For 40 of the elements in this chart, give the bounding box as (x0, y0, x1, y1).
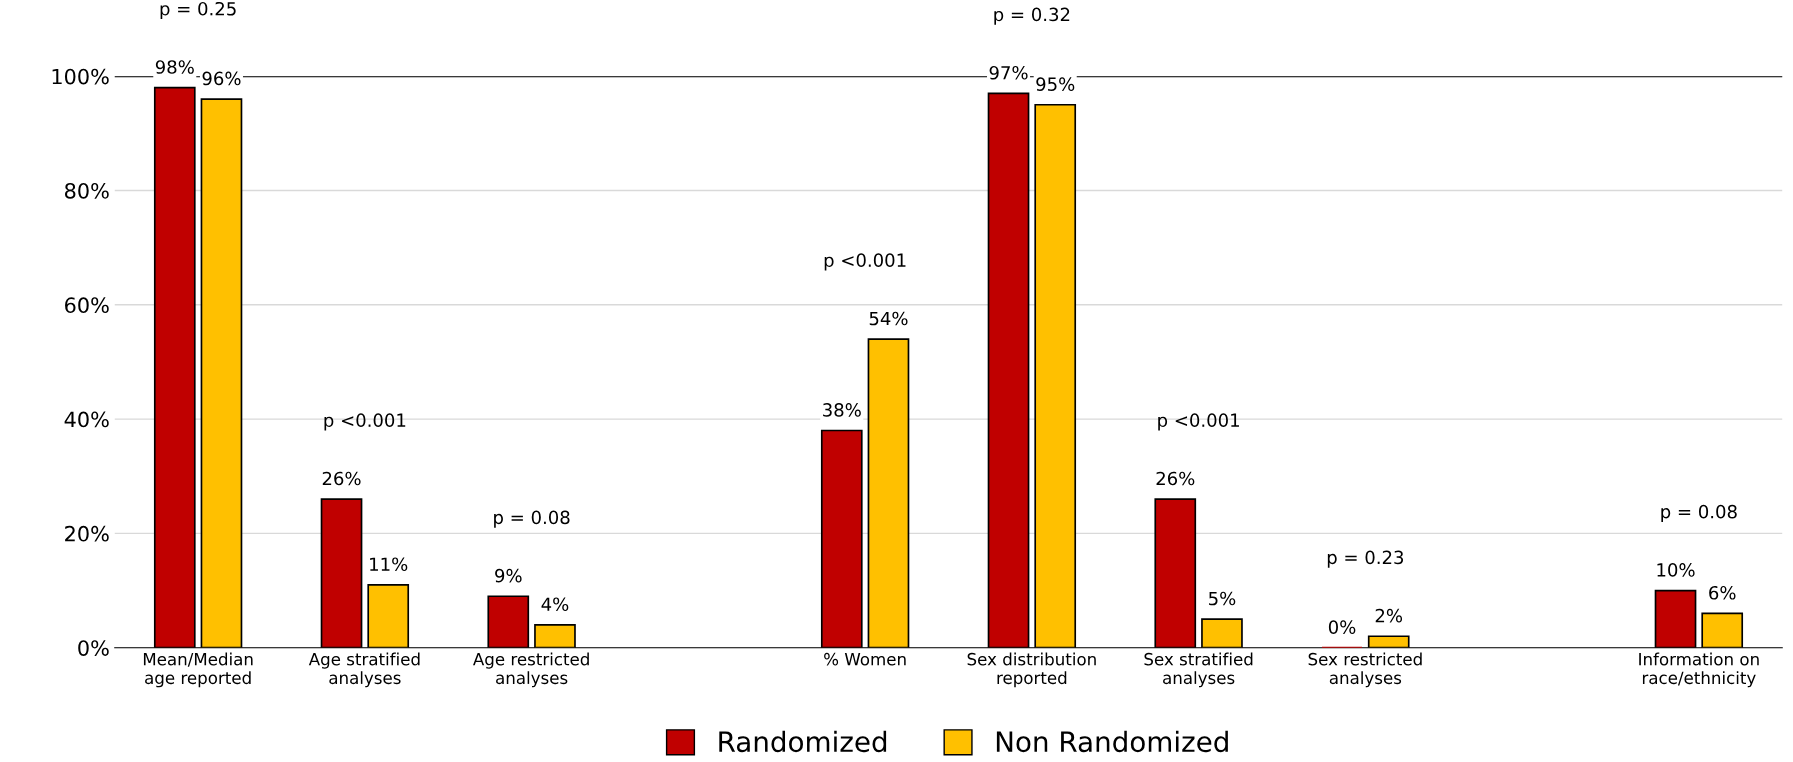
data-label: 10% (1657, 563, 1695, 577)
y-tick-label: 40% (64, 411, 109, 428)
annotation: p <0.001 (1158, 413, 1239, 431)
data-label: 98% (155, 60, 194, 74)
data-label: 96% (202, 71, 241, 86)
data-label: 9% (495, 568, 522, 583)
data-label: 26% (322, 471, 361, 486)
annotation: p = 0.08 (494, 510, 570, 528)
data-label: 95% (1036, 77, 1075, 91)
x-tick-label: Information on race/ethnicity (1639, 652, 1759, 688)
x-tick-label: Age restricted analyses (473, 652, 589, 688)
legend-label: Randomized (719, 730, 887, 753)
y-tick-label: 80% (65, 182, 109, 199)
data-label: 97% (989, 65, 1028, 80)
annotation: p <0.001 (824, 253, 906, 271)
y-tick-label: 100% (52, 68, 109, 85)
x-tick-label: Mean/Median age reported (143, 652, 253, 688)
text: p = 0.32 (994, 7, 1070, 25)
x-tick-label: Age stratified analyses (308, 652, 420, 688)
y-tick-label: 0% (78, 640, 109, 656)
x-tick-label: Sex distribution reported (967, 652, 1096, 688)
y-tick-label: 20% (65, 525, 109, 542)
annotation: p = 0.08 (1661, 504, 1737, 522)
data-label: 2% (1375, 608, 1403, 623)
data-label: 4% (541, 597, 569, 612)
annotation: p = 0.23 (1327, 550, 1404, 568)
data-label: 11% (370, 557, 408, 572)
y-tick-label: 60% (65, 297, 109, 314)
data-label: 26% (1156, 471, 1195, 486)
legend-label: Non Randomized (996, 730, 1228, 753)
annotation: p <0.001 (324, 413, 406, 431)
data-label: 5% (1209, 591, 1236, 606)
x-tick-label: % Women (824, 652, 906, 666)
x-tick-label: Sex stratified analyses (1144, 652, 1253, 688)
x-tick-label: Sex restricted analyses (1308, 652, 1422, 688)
text: p = 0.25 (160, 1, 236, 20)
data-label: 0% (1328, 620, 1356, 634)
data-label: 6% (1709, 585, 1736, 600)
data-label: 54% (869, 311, 908, 326)
data-label: 38% (823, 403, 861, 417)
